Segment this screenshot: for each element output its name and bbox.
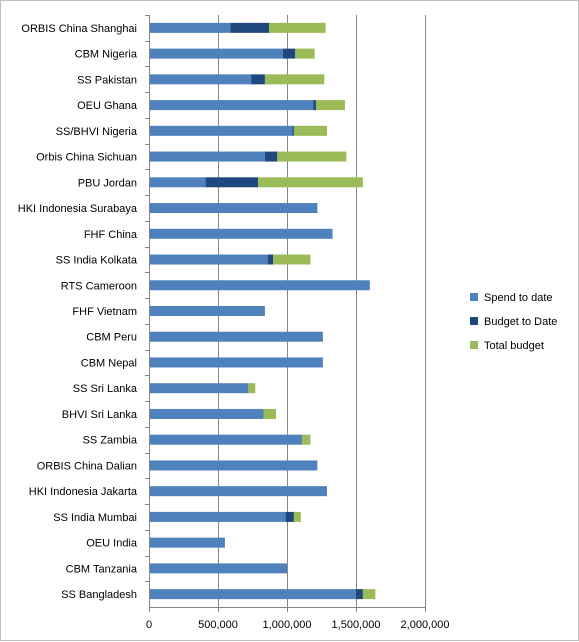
bar-segment [285,511,294,522]
bar-segment [149,357,323,368]
category-labels: ORBIS China Shanghai CBM Nigeria SS Pakist… [18,23,138,601]
category-label: SS India Kolkata [56,255,138,267]
bar-segment [149,22,231,33]
bar-segment [149,203,318,214]
category-label: BHVI Sri Lanka [62,409,138,421]
bar-segment [149,408,264,419]
category-label: FHF China [84,229,138,241]
legend-label: Total budget [484,340,544,352]
bar-segment [292,125,294,136]
bar-segment [149,537,225,548]
bar-segment [273,254,311,265]
bar-segment [295,48,315,59]
bar-segment [362,589,376,600]
axes [145,15,426,612]
bar-segment [149,331,323,342]
bar-segment [149,228,333,239]
bar-segment [293,125,328,136]
category-label: CBM Tanzania [66,563,138,575]
bar-segment [302,434,311,445]
legend-label: Spend to date [484,292,553,304]
bar-segment [264,151,278,162]
bar-segment [230,22,270,33]
bar-segment [149,486,328,497]
bar-segment [149,100,314,111]
bar-segment [149,74,252,85]
category-label: CBM Nepal [81,357,137,369]
bar-segment [356,589,363,600]
category-label: SS/BHVI Nigeria [56,126,138,138]
x-tick-label: 500,000 [198,619,238,631]
bar-segment [149,254,268,265]
category-label: SS Bangladesh [61,589,137,601]
category-label: SS Zambia [83,435,138,447]
x-tick-label: 2,000,000 [401,619,450,631]
bar-segment [263,408,276,419]
category-label: ORBIS China Dalian [37,460,137,472]
bar-segment [149,151,265,162]
legend-swatch [470,317,478,325]
bar-segment [251,74,265,85]
category-label: OEU India [86,538,138,550]
bar-segment [248,383,256,394]
category-label: SS Sri Lanka [73,383,138,395]
bar-segment [149,434,303,445]
x-tick-label: 1,000,000 [263,619,312,631]
bar-segment [149,125,293,136]
bar-segment [258,177,363,188]
bar-segment [315,100,345,111]
legend-swatch [470,341,478,349]
category-label: PBU Jordan [78,177,137,189]
bar-segment [267,254,274,265]
category-label: FHF Vietnam [72,306,137,318]
bar-segment [277,151,347,162]
tick-labels: 0 500,000 1,000,000 1,500,000 2,000,000 [146,619,450,631]
bar-segment [269,22,326,33]
bar-segment [149,383,249,394]
category-label: CBM Peru [86,332,137,344]
bar-segment [293,511,301,522]
category-label: CBM Nigeria [75,49,138,61]
category-label: ORBIS China Shanghai [21,23,137,35]
bar-segment [149,589,356,600]
legend-label: Budget to Date [484,316,557,328]
bar-segment [149,306,265,316]
bar-segment [313,100,316,111]
bar-segment [149,280,370,291]
bar-segment [205,177,259,188]
x-tick-label: 1,500,000 [332,619,381,631]
category-label: RTS Cameroon [61,280,137,292]
bar-segment [264,74,325,85]
bar-segment [282,48,296,59]
category-label: HKI Indonesia Surabaya [18,203,138,215]
bar-segment [149,177,206,188]
bars [149,22,376,600]
bar-segment [149,563,287,574]
category-label: Orbis China Sichuan [36,152,137,164]
bar-segment [149,460,318,471]
legend-swatch [470,293,478,301]
x-tick-label: 0 [146,619,152,631]
category-label: HKI Indonesia Jakarta [29,486,138,498]
category-label: SS Pakistan [77,74,137,86]
category-label: OEU Ghana [77,100,138,112]
bar-segment [149,511,286,522]
bar-segment [149,48,283,59]
category-label: SS India Mumbai [53,512,137,524]
legend: Spend to date Budget to Date Total budget [470,292,557,352]
